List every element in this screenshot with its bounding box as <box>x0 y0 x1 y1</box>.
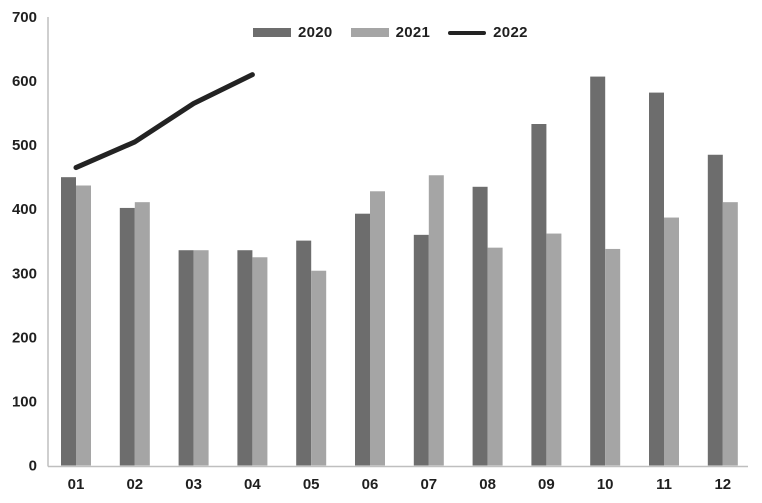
bar-2021-12 <box>722 202 738 466</box>
bar-2020-07 <box>413 234 429 466</box>
x-axis: 01 02 03 04 05 06 07 08 09 10 11 12 <box>48 465 748 493</box>
y-tick-label: 200 <box>12 329 37 346</box>
bar-2020-08 <box>472 186 488 466</box>
x-tick-label: 02 <box>126 476 143 493</box>
legend-label-2022: 2022 <box>493 24 528 41</box>
bar-2020-05 <box>296 240 312 466</box>
bar-2020-02 <box>119 207 135 466</box>
bar-2021-06 <box>370 191 385 466</box>
y-tick-label: 400 <box>12 201 37 218</box>
bar-2021-03 <box>193 250 209 466</box>
bar-2020-12 <box>707 154 723 466</box>
legend-label-2020: 2020 <box>298 24 333 41</box>
legend-item-2021: 2021 <box>350 24 431 41</box>
legend-label-2021: 2021 <box>395 24 431 41</box>
x-tick-label: 08 <box>479 476 496 493</box>
bar-2021-04 <box>252 257 268 466</box>
legend-item-2022: 2022 <box>448 24 528 41</box>
y-axis: 0 100 200 300 400 500 600 700 <box>12 9 49 475</box>
bar-2021-07 <box>428 175 444 466</box>
legend-swatch-2021 <box>350 28 389 37</box>
line-2022 <box>73 72 255 171</box>
bar-2020-10 <box>590 76 606 466</box>
bar-2020-11 <box>649 92 664 466</box>
x-tick-label: 07 <box>420 476 437 493</box>
legend: 2020 2021 2022 <box>253 24 528 41</box>
bar-2021-05 <box>311 270 327 466</box>
y-tick-label: 500 <box>12 137 37 154</box>
bar-2021-02 <box>134 202 150 466</box>
y-tick-label: 0 <box>29 458 37 475</box>
bar-2021-08 <box>487 247 503 466</box>
y-tick-label: 600 <box>12 73 37 90</box>
x-tick-label: 03 <box>185 476 202 493</box>
y-tick-label: 300 <box>12 265 37 282</box>
bar-2020-04 <box>237 250 253 466</box>
bar-2020-09 <box>531 123 547 466</box>
bar-2021-01 <box>76 185 91 466</box>
legend-swatch-2020 <box>253 28 291 37</box>
x-tick-label: 10 <box>597 476 614 493</box>
x-tick-label: 06 <box>362 476 379 493</box>
bar-2020-01 <box>61 177 76 466</box>
bar-2020-03 <box>178 250 194 466</box>
legend-swatch-2022 <box>448 30 487 35</box>
y-tick-label: 100 <box>12 393 37 410</box>
x-tick-label: 09 <box>538 476 555 493</box>
x-tick-label: 12 <box>714 476 731 493</box>
x-tick-label: 11 <box>656 476 672 493</box>
bar-2021-09 <box>546 233 562 466</box>
x-tick-label: 04 <box>244 476 261 493</box>
y-tick-label: 700 <box>12 9 37 26</box>
legend-item-2020: 2020 <box>253 24 333 41</box>
x-tick-label: 01 <box>68 476 85 493</box>
bar-2021-10 <box>605 248 621 466</box>
bar-series <box>61 76 738 466</box>
bar-2021-11 <box>664 217 679 466</box>
x-tick-label: 05 <box>303 476 320 493</box>
bar-2020-06 <box>355 213 370 466</box>
line-series <box>73 72 255 171</box>
